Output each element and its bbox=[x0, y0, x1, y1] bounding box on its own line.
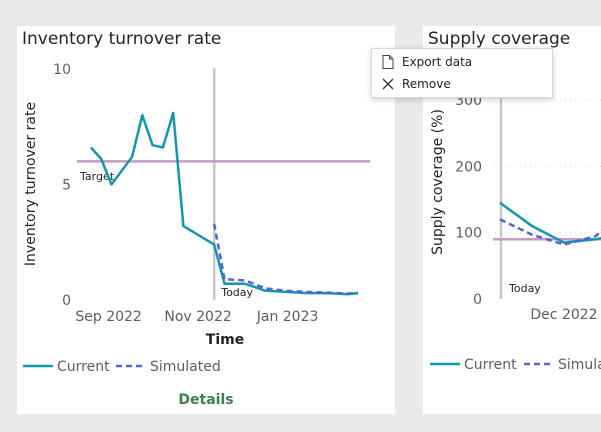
legend-simulated-label: Simulated bbox=[150, 359, 221, 375]
x-axis-title: Time bbox=[206, 332, 244, 348]
x-tick-label: Sep 2022 bbox=[75, 309, 141, 325]
remove-menu-item[interactable]: Remove bbox=[372, 73, 552, 95]
export-data-menu-item[interactable]: Export data bbox=[372, 51, 552, 73]
close-icon bbox=[380, 76, 396, 92]
y-tick-label: 0 bbox=[62, 293, 71, 309]
x-tick-label: Dec 2022 bbox=[530, 307, 597, 323]
document-icon bbox=[380, 54, 396, 70]
context-menu: Export data Remove bbox=[371, 48, 553, 98]
x-tick-label: Nov 2022 bbox=[164, 309, 231, 325]
remove-label: Remove bbox=[402, 77, 451, 91]
y-tick-label: 200 bbox=[455, 159, 482, 175]
series-simulated-line bbox=[499, 218, 601, 246]
export-data-label: Export data bbox=[402, 55, 473, 69]
inventory-turnover-chart: 0 5 10 Inventory turnover rate Sep 2022 Nov 2… bbox=[23, 62, 370, 375]
today-label: Today bbox=[508, 282, 541, 295]
y-axis-title: Inventory turnover rate bbox=[23, 102, 39, 266]
legend-simulated-label: Simulated bbox=[558, 357, 601, 373]
x-tick-label: Jan 2023 bbox=[256, 309, 319, 325]
inventory-turnover-card: Inventory turnover rate 0 5 10 Inventory tu… bbox=[17, 26, 395, 414]
legend-current-label: Current bbox=[57, 359, 110, 375]
series-current-line bbox=[499, 201, 601, 244]
y-axis-title: Supply coverage (%) bbox=[430, 109, 446, 255]
y-tick-label: 100 bbox=[455, 226, 482, 242]
series-current-line bbox=[90, 111, 359, 296]
series-simulated-line bbox=[212, 223, 359, 295]
y-tick-label: 10 bbox=[53, 62, 71, 78]
y-tick-label: 0 bbox=[473, 292, 482, 308]
inventory-turnover-title: Inventory turnover rate bbox=[22, 29, 222, 49]
supply-coverage-title: Supply coverage bbox=[428, 29, 571, 49]
details-button[interactable]: Details bbox=[178, 392, 234, 408]
y-tick-label: 5 bbox=[62, 178, 71, 194]
today-label: Today bbox=[220, 286, 253, 299]
legend-current-label: Current bbox=[464, 357, 517, 373]
